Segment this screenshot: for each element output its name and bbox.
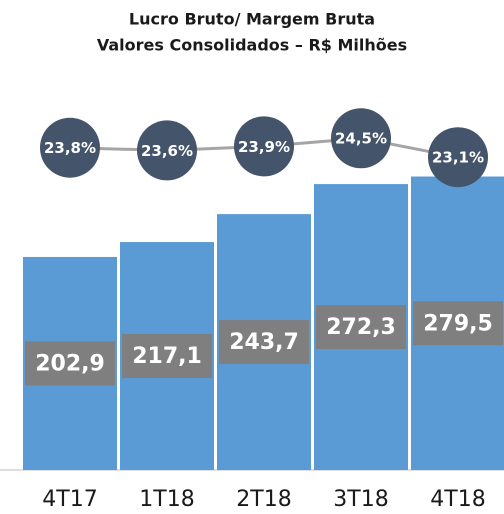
marker	[428, 127, 488, 188]
value-label: 24,5%	[335, 130, 387, 148]
value-label: 23,6%	[141, 142, 193, 160]
marker	[40, 117, 100, 178]
x-tick-label: 1T18	[139, 487, 194, 512]
marker	[331, 108, 391, 169]
value-label: 217,1	[132, 344, 202, 369]
value-label-box	[316, 305, 406, 350]
value-label: 272,3	[326, 315, 396, 340]
value-label-box	[122, 334, 212, 379]
chart-subtitle: Valores Consolidados – R$ Milhões	[97, 36, 407, 55]
x-tick-label: 4T18	[430, 487, 485, 512]
value-label: 23,8%	[44, 139, 96, 157]
value-label: 243,7	[229, 330, 299, 355]
x-tick-label: 3T18	[333, 487, 388, 512]
marker	[234, 116, 294, 177]
x-tick-label: 2T18	[236, 487, 291, 512]
value-label-box	[25, 341, 115, 386]
value-label: 202,9	[35, 351, 105, 376]
value-label: 279,5	[423, 311, 493, 336]
chart-title: Lucro Bruto/ Margem Bruta	[129, 10, 375, 29]
value-label: 23,9%	[238, 138, 290, 156]
marker	[137, 120, 197, 181]
value-label: 23,1%	[432, 149, 484, 167]
value-label-box	[219, 320, 309, 365]
x-tick-label: 4T17	[42, 487, 97, 512]
value-label-box	[413, 301, 503, 346]
